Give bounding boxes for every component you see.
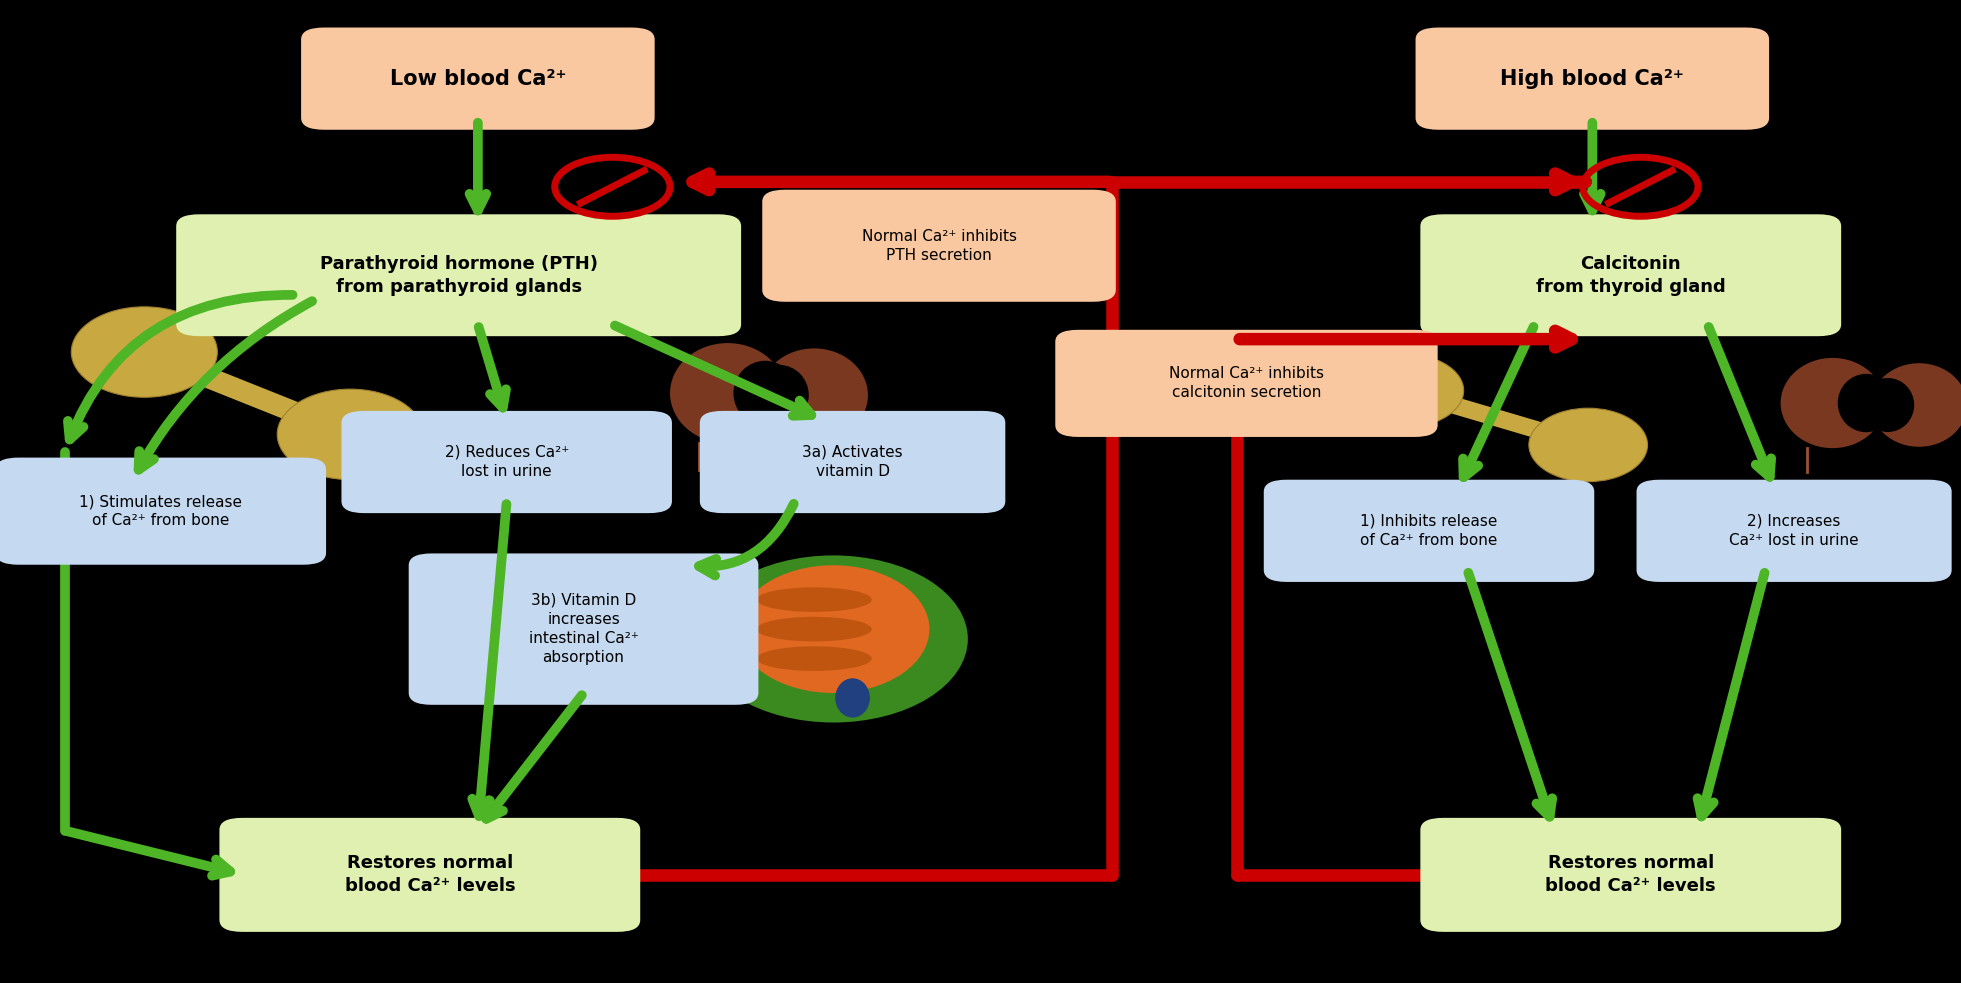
Ellipse shape [835, 678, 871, 718]
Ellipse shape [1530, 408, 1647, 482]
FancyBboxPatch shape [220, 818, 639, 932]
Ellipse shape [737, 565, 930, 693]
Text: 2) Reduces Ca²⁺
lost in urine: 2) Reduces Ca²⁺ lost in urine [445, 445, 569, 479]
FancyBboxPatch shape [408, 553, 759, 705]
FancyBboxPatch shape [1420, 818, 1841, 932]
Ellipse shape [277, 389, 424, 480]
Ellipse shape [757, 588, 873, 611]
Text: High blood Ca²⁺: High blood Ca²⁺ [1500, 69, 1684, 88]
Text: 3b) Vitamin D
increases
intestinal Ca²⁺
absorption: 3b) Vitamin D increases intestinal Ca²⁺ … [529, 593, 639, 665]
FancyBboxPatch shape [763, 190, 1116, 302]
FancyBboxPatch shape [1416, 28, 1769, 130]
Text: Low blood Ca²⁺: Low blood Ca²⁺ [390, 69, 567, 88]
FancyBboxPatch shape [176, 214, 741, 336]
Ellipse shape [757, 617, 873, 642]
FancyBboxPatch shape [302, 28, 655, 130]
FancyBboxPatch shape [700, 411, 1006, 513]
Ellipse shape [1781, 358, 1885, 448]
Text: 2) Increases
Ca²⁺ lost in urine: 2) Increases Ca²⁺ lost in urine [1730, 514, 1859, 548]
Ellipse shape [671, 343, 784, 443]
FancyBboxPatch shape [0, 458, 326, 564]
Ellipse shape [749, 365, 808, 426]
FancyBboxPatch shape [1055, 330, 1437, 436]
Text: Calcitonin
from thyroid gland: Calcitonin from thyroid gland [1535, 255, 1726, 296]
Text: Normal Ca²⁺ inhibits
PTH secretion: Normal Ca²⁺ inhibits PTH secretion [861, 229, 1016, 262]
Text: Restores normal
blood Ca²⁺ levels: Restores normal blood Ca²⁺ levels [1545, 854, 1716, 896]
Ellipse shape [733, 361, 796, 426]
FancyBboxPatch shape [1637, 480, 1951, 582]
Ellipse shape [1871, 363, 1961, 446]
Text: Restores normal
blood Ca²⁺ levels: Restores normal blood Ca²⁺ levels [345, 854, 516, 896]
FancyBboxPatch shape [1420, 214, 1841, 336]
Ellipse shape [71, 307, 218, 397]
Text: Normal Ca²⁺ inhibits
calcitonin secretion: Normal Ca²⁺ inhibits calcitonin secretio… [1169, 367, 1324, 400]
Text: 3a) Activates
vitamin D: 3a) Activates vitamin D [802, 445, 902, 479]
FancyBboxPatch shape [341, 411, 673, 513]
Ellipse shape [1861, 377, 1914, 433]
Ellipse shape [1837, 374, 1894, 433]
Ellipse shape [761, 348, 869, 442]
Ellipse shape [1345, 354, 1463, 428]
Text: 1) Stimulates release
of Ca²⁺ from bone: 1) Stimulates release of Ca²⁺ from bone [78, 494, 243, 528]
Text: Parathyroid hormone (PTH)
from parathyroid glands: Parathyroid hormone (PTH) from parathyro… [320, 255, 598, 296]
FancyBboxPatch shape [1263, 480, 1594, 582]
Ellipse shape [698, 555, 969, 723]
Text: 1) Inhibits release
of Ca²⁺ from bone: 1) Inhibits release of Ca²⁺ from bone [1361, 514, 1498, 548]
Ellipse shape [757, 647, 873, 671]
